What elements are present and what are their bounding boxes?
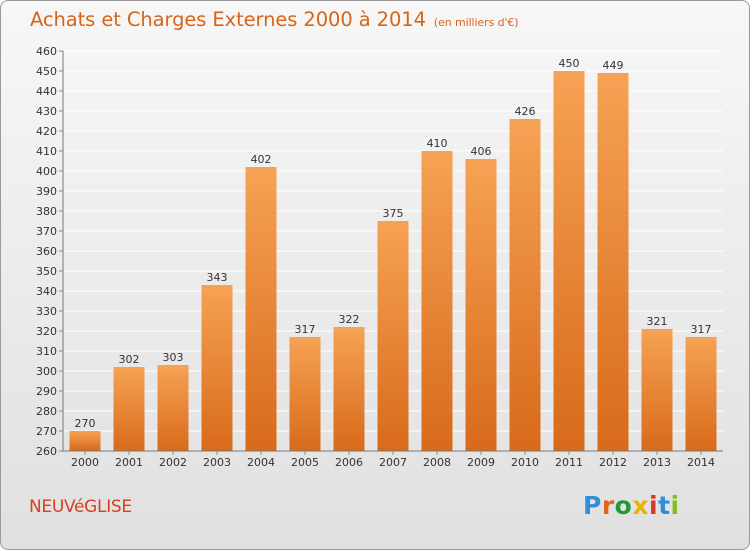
bar — [157, 365, 189, 451]
bar — [245, 167, 277, 451]
x-tick-label: 2009 — [467, 456, 495, 469]
commune-name: NEUVéGLISE — [29, 497, 132, 517]
x-tick-label: 2007 — [379, 456, 407, 469]
x-tick-label: 2001 — [115, 456, 143, 469]
bar — [597, 73, 629, 451]
bar-layer — [69, 71, 717, 451]
logo-letter: r — [601, 491, 615, 520]
y-tick-label: 360 — [36, 245, 57, 258]
x-tick-label: 2000 — [71, 456, 99, 469]
chart-title-text: Achats et Charges Externes 2000 à 2014 — [30, 8, 426, 31]
bar — [685, 337, 717, 451]
y-tick-label: 270 — [36, 425, 57, 438]
chart-subtitle: (en milliers d'€) — [433, 16, 519, 29]
chart-title: Achats et Charges Externes 2000 à 2014 (e… — [30, 8, 519, 31]
proxiti-logo: Proxiti — [583, 491, 680, 520]
x-tick-label: 2011 — [555, 456, 583, 469]
x-tick-label: 2010 — [511, 456, 539, 469]
x-tick-label: 2005 — [291, 456, 319, 469]
x-tick-label: 2006 — [335, 456, 363, 469]
bar-value-label: 343 — [207, 271, 228, 284]
bar — [553, 71, 585, 451]
bar — [289, 337, 321, 451]
bar-value-label: 270 — [75, 417, 96, 430]
logo-letter: P — [583, 491, 602, 520]
y-tick-label: 410 — [36, 145, 57, 158]
y-tick-label: 420 — [36, 125, 57, 138]
y-tick-label: 350 — [36, 265, 57, 278]
bar — [201, 285, 233, 451]
bar-value-label: 303 — [163, 351, 184, 364]
logo-letter: x — [632, 491, 649, 520]
bar-value-label: 410 — [427, 137, 448, 150]
axis-layer: 260 270 280 290 300 310 320 330 340 350 360 370 380 3… — [36, 45, 723, 469]
bar-value-label: 317 — [691, 323, 712, 336]
bar-value-label: 402 — [251, 153, 272, 166]
y-tick-label: 320 — [36, 325, 57, 338]
x-tick-label: 2008 — [423, 456, 451, 469]
y-tick-label: 430 — [36, 105, 57, 118]
y-tick-label: 460 — [36, 45, 57, 58]
x-tick-label: 2003 — [203, 456, 231, 469]
logo-letter: i — [649, 491, 659, 520]
bar — [333, 327, 365, 451]
y-tick-label: 340 — [36, 285, 57, 298]
logo-letter: i — [670, 491, 680, 520]
bar-value-label: 302 — [119, 353, 140, 366]
bar-value-label: 450 — [559, 57, 580, 70]
bar-value-label: 321 — [647, 315, 668, 328]
y-tick-label: 390 — [36, 185, 57, 198]
y-tick-label: 380 — [36, 205, 57, 218]
bar — [641, 329, 673, 451]
bar — [377, 221, 409, 451]
bar-value-label: 317 — [295, 323, 316, 336]
bar-value-label: 426 — [515, 105, 536, 118]
y-tick-label: 300 — [36, 365, 57, 378]
y-tick-label: 310 — [36, 345, 57, 358]
logo-letter: o — [614, 491, 633, 520]
bar-value-label: 449 — [603, 59, 624, 72]
y-tick-label: 290 — [36, 385, 57, 398]
y-tick-label: 280 — [36, 405, 57, 418]
y-tick-label: 370 — [36, 225, 57, 238]
x-tick-label: 2012 — [599, 456, 627, 469]
bar — [421, 151, 453, 451]
y-tick-label: 400 — [36, 165, 57, 178]
bar — [113, 367, 145, 451]
bar — [69, 431, 101, 451]
bar — [465, 159, 497, 451]
bar — [509, 119, 541, 451]
logo-letter: t — [658, 491, 671, 520]
x-tick-label: 2014 — [687, 456, 715, 469]
x-tick-label: 2013 — [643, 456, 671, 469]
y-tick-label: 440 — [36, 85, 57, 98]
x-tick-label: 2002 — [159, 456, 187, 469]
bar-value-label: 406 — [471, 145, 492, 158]
bar-value-label: 375 — [383, 207, 404, 220]
y-tick-label: 330 — [36, 305, 57, 318]
bar-value-label: 322 — [339, 313, 360, 326]
y-tick-label: 260 — [36, 445, 57, 458]
x-tick-label: 2004 — [247, 456, 275, 469]
y-tick-label: 450 — [36, 65, 57, 78]
